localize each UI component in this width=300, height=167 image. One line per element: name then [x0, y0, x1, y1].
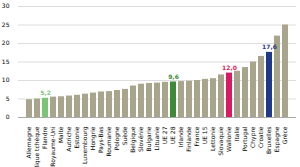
svg-text:9,6: 9,6	[168, 73, 179, 80]
svg-text:Estonie: Estonie	[73, 126, 80, 148]
svg-text:Flandre: Flandre	[41, 126, 48, 149]
svg-text:Pologne: Pologne	[113, 126, 121, 150]
svg-text:20: 20	[2, 39, 10, 46]
svg-text:Lituanie: Lituanie	[153, 126, 160, 150]
svg-text:Bulgarie: Bulgarie	[145, 126, 153, 151]
svg-text:Irlande: Irlande	[177, 126, 184, 147]
svg-text:UE 27: UE 27	[161, 126, 168, 144]
svg-text:5: 5	[6, 95, 10, 102]
svg-text:Chypre: Chypre	[249, 126, 257, 148]
svg-text:Luxembourg: Luxembourg	[81, 126, 89, 164]
svg-text:Pays-Bas: Pays-Bas	[97, 127, 105, 154]
svg-text:République tchèque: République tchèque	[33, 126, 41, 167]
svg-text:5,2: 5,2	[40, 89, 51, 96]
svg-text:0: 0	[6, 113, 10, 120]
svg-text:Croatie: Croatie	[257, 126, 264, 148]
svg-text:Belgique: Belgique	[129, 126, 137, 153]
svg-text:Grèce: Grèce	[281, 126, 288, 144]
svg-text:France: France	[193, 126, 200, 146]
svg-text:Hongrie: Hongrie	[89, 126, 97, 150]
svg-text:UE 15: UE 15	[201, 126, 208, 144]
svg-text:12,0: 12,0	[222, 64, 237, 71]
svg-text:Portugal: Portugal	[241, 126, 249, 151]
svg-text:Slovaquie: Slovaquie	[217, 126, 225, 156]
svg-text:Slovénie: Slovénie	[137, 126, 144, 152]
svg-text:10: 10	[2, 76, 10, 83]
svg-text:15: 15	[2, 58, 10, 65]
svg-text:Lettonie: Lettonie	[209, 126, 216, 151]
svg-text:Royaume-Uni: Royaume-Uni	[49, 126, 57, 166]
svg-text:Bruxelles: Bruxelles	[265, 127, 272, 155]
svg-text:Allemagne: Allemagne	[25, 126, 33, 158]
svg-text:Autriche: Autriche	[65, 126, 72, 151]
svg-text:Wallonie: Wallonie	[225, 126, 232, 152]
svg-text:Suède: Suède	[121, 126, 128, 145]
svg-text:Finlande: Finlande	[185, 126, 192, 151]
svg-text:25: 25	[2, 21, 10, 28]
svg-text:30: 30	[2, 2, 10, 9]
svg-text:17,6: 17,6	[262, 43, 277, 50]
svg-text:Italie: Italie	[233, 126, 240, 141]
svg-text:UE 28: UE 28	[169, 126, 176, 144]
svg-text:Espagne: Espagne	[273, 126, 281, 152]
svg-text:Roumanie: Roumanie	[105, 126, 112, 156]
svg-text:Malte: Malte	[57, 126, 64, 143]
